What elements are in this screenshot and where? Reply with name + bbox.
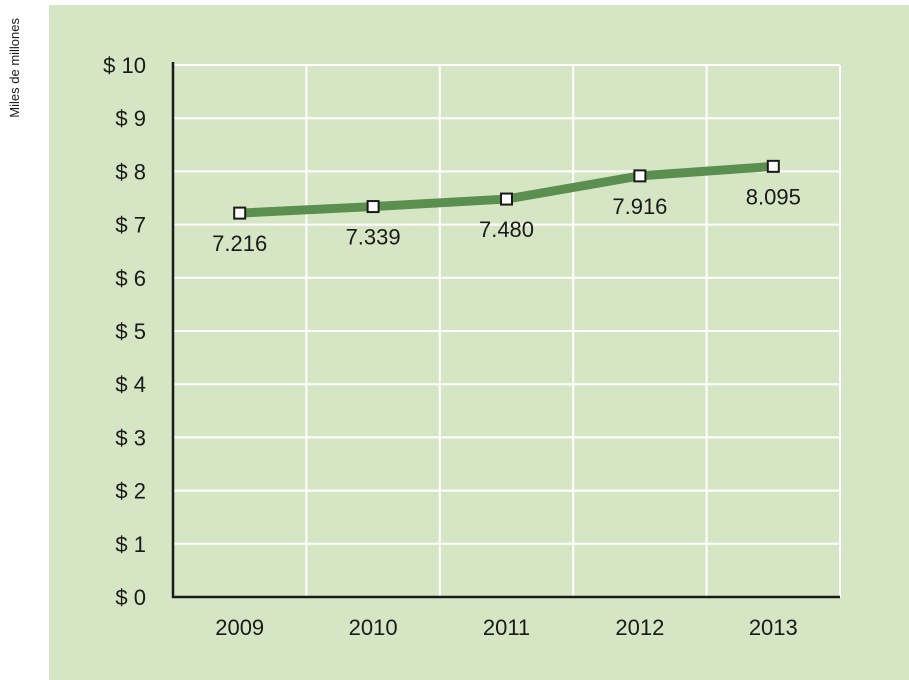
data-point-marker: [233, 206, 247, 220]
y-tick-label: $ 5: [115, 319, 146, 344]
y-tick-label: $ 10: [103, 53, 146, 78]
x-tick-label: 2010: [349, 615, 398, 640]
data-label: 7.216: [212, 231, 267, 256]
series: [233, 159, 780, 220]
data-label: 7.339: [346, 225, 401, 250]
data-labels: 7.216 7.339 7.480 7.916 8.095: [212, 184, 801, 256]
x-tick-label: 2011: [483, 615, 530, 640]
x-tick-label: 2012: [615, 615, 664, 640]
data-label: 7.916: [612, 194, 667, 219]
axes: [171, 62, 840, 599]
y-axis-title: Miles de millones: [7, 18, 22, 118]
x-tick-labels: 2009 2010 2011 2012 2013: [215, 615, 798, 640]
data-point-marker: [500, 192, 513, 206]
y-tick-label: $ 9: [115, 106, 146, 131]
x-tick-label: 2009: [215, 615, 264, 640]
series-line: [235, 161, 778, 218]
y-tick-label: $ 1: [115, 532, 146, 557]
y-tick-label: $ 2: [115, 479, 146, 504]
y-tick-label: $ 3: [115, 425, 146, 450]
y-tick-label: $ 0: [115, 585, 146, 610]
data-label: 8.095: [746, 184, 801, 209]
data-point-marker: [633, 169, 647, 183]
x-tick-label: 2013: [749, 615, 798, 640]
y-tick-label: $ 4: [115, 372, 146, 397]
y-tick-labels: $ 0 $ 1 $ 2 $ 3 $ 4 $ 5 $ 6 $ 7 $ 8 $ 9 $ 10: [103, 53, 146, 610]
grid: [173, 64, 841, 597]
data-point-marker: [366, 200, 380, 214]
y-tick-label: $ 6: [115, 266, 146, 291]
data-label: 7.480: [479, 217, 534, 242]
y-tick-label: $ 8: [115, 159, 146, 184]
y-axis-title-container: Miles de millones: [7, 18, 22, 118]
data-point-marker: [766, 159, 780, 173]
y-tick-label: $ 7: [115, 213, 146, 238]
